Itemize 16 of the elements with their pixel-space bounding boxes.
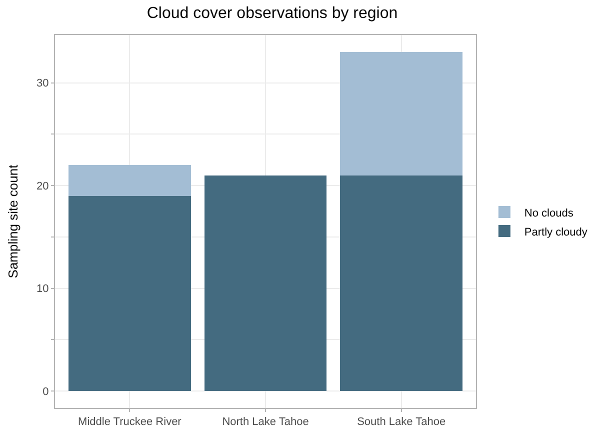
y-tick-label: 10 [36, 283, 49, 296]
bar [204, 175, 327, 392]
x-tick-label: Middle Truckee River [78, 416, 182, 428]
y-tick-label: 0 [42, 386, 49, 398]
legend-label: Partly cloudy [524, 226, 588, 238]
y-axis-title: Sampling site count [6, 164, 20, 278]
x-tick-label: South Lake Tahoe [357, 416, 446, 428]
legend-label: No clouds [524, 207, 574, 220]
bar [68, 164, 191, 196]
bar [340, 175, 462, 392]
y-tick-label: 30 [36, 78, 49, 90]
bar [340, 52, 462, 176]
x-tick-label: North Lake Tahoe [222, 416, 309, 428]
y-tick-label: 20 [36, 180, 49, 192]
bar [68, 196, 191, 392]
chart-title: Cloud cover observations by region [146, 4, 398, 22]
